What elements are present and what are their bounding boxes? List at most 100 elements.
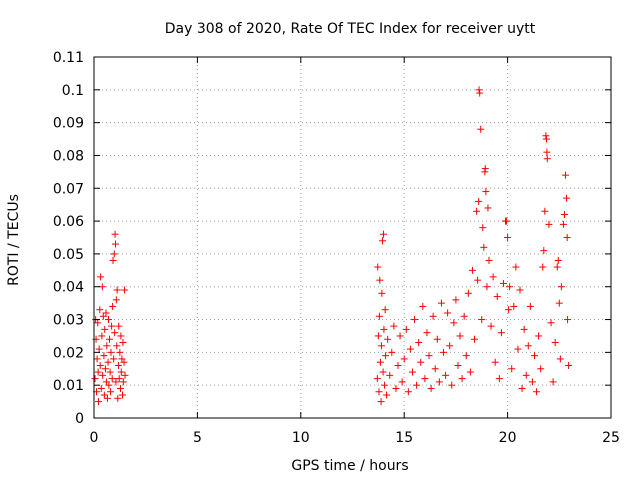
data-point xyxy=(415,339,423,347)
data-point xyxy=(108,322,116,330)
data-point xyxy=(553,263,561,271)
data-point xyxy=(485,256,493,264)
data-point xyxy=(96,306,104,314)
data-point xyxy=(474,276,482,284)
data-point xyxy=(107,348,115,356)
data-point xyxy=(111,230,119,238)
data-point xyxy=(547,319,555,327)
data-point xyxy=(378,237,386,245)
data-point xyxy=(386,371,394,379)
axis-ticks xyxy=(93,56,612,419)
data-point xyxy=(554,256,562,264)
data-point xyxy=(378,289,386,297)
data-point xyxy=(429,312,437,320)
data-point xyxy=(114,361,122,369)
data-point xyxy=(417,358,425,366)
data-point xyxy=(442,371,450,379)
data-point xyxy=(549,378,557,386)
data-point xyxy=(565,361,573,369)
data-point xyxy=(437,299,445,307)
data-point xyxy=(120,358,128,366)
data-point xyxy=(460,312,468,320)
data-point xyxy=(522,371,530,379)
data-point xyxy=(530,352,538,360)
data-point xyxy=(535,332,543,340)
data-point xyxy=(481,165,489,173)
data-point xyxy=(106,368,114,376)
data-point xyxy=(411,316,419,324)
data-point xyxy=(564,316,572,324)
data-point xyxy=(439,348,447,356)
data-point xyxy=(425,352,433,360)
data-point xyxy=(102,309,110,317)
data-point xyxy=(394,361,402,369)
data-point xyxy=(514,345,522,353)
x-tick-label: 5 xyxy=(193,430,202,446)
data-point xyxy=(381,306,389,314)
data-point xyxy=(539,263,547,271)
data-point xyxy=(476,89,484,97)
data-point xyxy=(117,368,125,376)
data-point xyxy=(555,299,563,307)
data-point xyxy=(533,388,541,396)
data-point xyxy=(520,325,528,333)
y-tick-labels: 0 0.01 0.02 0.03 0.04 0.05 0.06 0.07 0.08 0.09 0.1… xyxy=(53,50,84,427)
data-point xyxy=(468,266,476,274)
data-point xyxy=(444,309,452,317)
data-point xyxy=(540,247,548,255)
y-tick-label: 0.04 xyxy=(53,280,84,296)
data-point xyxy=(489,273,497,281)
data-point xyxy=(101,365,109,373)
data-point xyxy=(380,325,388,333)
data-point xyxy=(471,335,479,343)
x-axis-label: GPS time / hours xyxy=(291,458,408,474)
data-point xyxy=(103,342,111,350)
data-point xyxy=(556,355,564,363)
data-point xyxy=(375,388,383,396)
data-point xyxy=(107,388,115,396)
data-point xyxy=(454,361,462,369)
data-point xyxy=(563,194,571,202)
data-point xyxy=(113,286,121,294)
data-point xyxy=(105,381,113,389)
data-point xyxy=(388,348,396,356)
data-point xyxy=(108,375,116,383)
data-point xyxy=(545,220,553,228)
data-point xyxy=(93,355,101,363)
data-point xyxy=(450,319,458,327)
data-point xyxy=(95,398,103,406)
data-point xyxy=(505,306,513,314)
data-point xyxy=(524,342,532,350)
data-point xyxy=(433,335,441,343)
data-point xyxy=(480,243,488,251)
grid-lines xyxy=(94,57,611,418)
data-point xyxy=(541,207,549,215)
data-point xyxy=(95,345,103,353)
x-tick-label: 15 xyxy=(395,430,413,446)
data-point xyxy=(458,375,466,383)
data-point xyxy=(98,332,106,340)
data-point xyxy=(477,125,485,133)
data-point xyxy=(119,391,127,399)
data-point xyxy=(91,375,99,383)
data-point xyxy=(446,342,454,350)
y-tick-label: 0.02 xyxy=(53,345,84,361)
data-point xyxy=(373,375,381,383)
data-point xyxy=(482,188,490,196)
data-point xyxy=(380,230,388,238)
data-point xyxy=(464,289,472,297)
data-point xyxy=(400,355,408,363)
data-point xyxy=(96,361,104,369)
data-point xyxy=(462,352,470,360)
data-point xyxy=(497,329,505,337)
data-point xyxy=(503,217,511,225)
data-point xyxy=(510,302,518,310)
data-point xyxy=(110,250,118,258)
data-point xyxy=(406,345,414,353)
y-tick-label: 0.01 xyxy=(53,378,84,394)
y-tick-label: 0.05 xyxy=(53,247,84,263)
x-tick-label: 0 xyxy=(90,430,99,446)
data-point xyxy=(448,381,456,389)
data-point xyxy=(379,368,387,376)
data-point xyxy=(466,368,474,376)
